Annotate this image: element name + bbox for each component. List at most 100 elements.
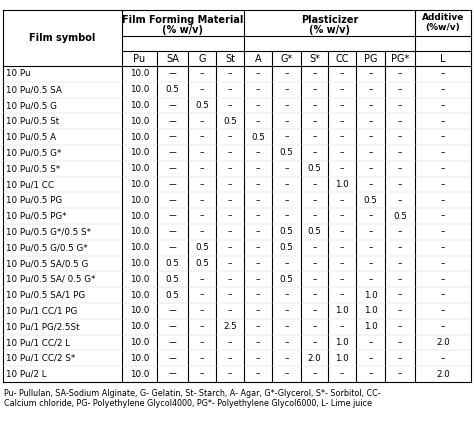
Text: ––: –– bbox=[168, 228, 177, 237]
Text: –: – bbox=[312, 69, 317, 78]
Text: –: – bbox=[368, 148, 373, 157]
Text: –: – bbox=[200, 196, 204, 205]
Text: –: – bbox=[284, 85, 289, 94]
Text: 1.0: 1.0 bbox=[335, 180, 349, 189]
Text: 0.5: 0.5 bbox=[251, 133, 265, 142]
Text: –: – bbox=[441, 180, 445, 189]
Text: –: – bbox=[200, 354, 204, 363]
Text: –: – bbox=[398, 322, 402, 331]
Text: –: – bbox=[228, 291, 232, 300]
Text: –: – bbox=[228, 164, 232, 173]
Text: –: – bbox=[441, 133, 445, 142]
Text: G: G bbox=[198, 53, 206, 64]
Text: –: – bbox=[284, 291, 289, 300]
Text: –: – bbox=[441, 211, 445, 220]
Text: 2.0: 2.0 bbox=[308, 354, 321, 363]
Text: –: – bbox=[228, 148, 232, 157]
Text: 10 Pu/0.5 St: 10 Pu/0.5 St bbox=[6, 117, 59, 126]
Text: 10.0: 10.0 bbox=[130, 180, 149, 189]
Text: –: – bbox=[441, 69, 445, 78]
Text: 0.5: 0.5 bbox=[195, 259, 209, 268]
Text: 10 Pu/0.5 PG*: 10 Pu/0.5 PG* bbox=[6, 211, 67, 220]
Text: 10.0: 10.0 bbox=[130, 228, 149, 237]
Text: ––: –– bbox=[168, 243, 177, 252]
Text: –: – bbox=[312, 275, 317, 284]
Text: –: – bbox=[256, 211, 260, 220]
Text: –: – bbox=[398, 133, 402, 142]
Text: 10.0: 10.0 bbox=[130, 243, 149, 252]
Text: 10.0: 10.0 bbox=[130, 338, 149, 347]
Text: 0.5: 0.5 bbox=[280, 148, 293, 157]
Text: –: – bbox=[284, 370, 289, 379]
Text: –: – bbox=[340, 69, 344, 78]
Text: –: – bbox=[256, 306, 260, 315]
Text: St: St bbox=[225, 53, 235, 64]
Text: 10.0: 10.0 bbox=[130, 117, 149, 126]
Text: –: – bbox=[312, 322, 317, 331]
Text: 10.0: 10.0 bbox=[130, 306, 149, 315]
Text: –: – bbox=[398, 306, 402, 315]
Text: –: – bbox=[284, 101, 289, 110]
Text: –: – bbox=[398, 275, 402, 284]
Text: –: – bbox=[441, 306, 445, 315]
Text: –: – bbox=[368, 180, 373, 189]
Text: –: – bbox=[228, 101, 232, 110]
Text: 10.0: 10.0 bbox=[130, 291, 149, 300]
Text: (% w/v): (% w/v) bbox=[309, 25, 350, 34]
Text: ––: –– bbox=[168, 117, 177, 126]
Text: –: – bbox=[256, 370, 260, 379]
Text: –: – bbox=[200, 291, 204, 300]
Text: –: – bbox=[368, 275, 373, 284]
Text: 10 Pu/0.5 SA: 10 Pu/0.5 SA bbox=[6, 85, 62, 94]
Text: 10 Pu/0.5 G*/0.5 S*: 10 Pu/0.5 G*/0.5 S* bbox=[6, 228, 91, 237]
Text: –: – bbox=[228, 133, 232, 142]
Text: –: – bbox=[228, 275, 232, 284]
Text: 0.5: 0.5 bbox=[308, 164, 321, 173]
Text: –: – bbox=[256, 275, 260, 284]
Text: 1.0: 1.0 bbox=[335, 306, 349, 315]
Text: –: – bbox=[398, 291, 402, 300]
Text: –: – bbox=[256, 259, 260, 268]
Text: Pu- Pullulan, SA-Sodium Alginate, G- Gelatin, St- Starch, A- Agar, G*-Glycerol, : Pu- Pullulan, SA-Sodium Alginate, G- Gel… bbox=[4, 388, 381, 397]
Text: –: – bbox=[256, 228, 260, 237]
Text: 10 Pu/0.5 SA/0.5 G: 10 Pu/0.5 SA/0.5 G bbox=[6, 259, 88, 268]
Text: 1.0: 1.0 bbox=[335, 338, 349, 347]
Text: –: – bbox=[256, 354, 260, 363]
Text: 10.0: 10.0 bbox=[130, 370, 149, 379]
Text: –: – bbox=[441, 117, 445, 126]
Text: ––: –– bbox=[168, 148, 177, 157]
Text: –: – bbox=[441, 101, 445, 110]
Text: 10.0: 10.0 bbox=[130, 196, 149, 205]
Text: 0.5: 0.5 bbox=[165, 291, 180, 300]
Text: 10.0: 10.0 bbox=[130, 148, 149, 157]
Text: 10 Pu/0.5 PG: 10 Pu/0.5 PG bbox=[6, 196, 62, 205]
Text: –: – bbox=[200, 164, 204, 173]
Text: –: – bbox=[312, 259, 317, 268]
Text: –: – bbox=[368, 228, 373, 237]
Text: –: – bbox=[368, 85, 373, 94]
Text: –: – bbox=[284, 180, 289, 189]
Text: –: – bbox=[200, 211, 204, 220]
Text: ––: –– bbox=[168, 180, 177, 189]
Text: ––: –– bbox=[168, 196, 177, 205]
Text: –: – bbox=[312, 370, 317, 379]
Text: –: – bbox=[228, 370, 232, 379]
Text: –: – bbox=[398, 69, 402, 78]
Text: –: – bbox=[340, 117, 344, 126]
Text: 10.0: 10.0 bbox=[130, 211, 149, 220]
Text: –: – bbox=[398, 117, 402, 126]
Text: –: – bbox=[340, 211, 344, 220]
Text: 10.0: 10.0 bbox=[130, 354, 149, 363]
Text: –: – bbox=[398, 180, 402, 189]
Text: 10 Pu/0.5 G: 10 Pu/0.5 G bbox=[6, 101, 57, 110]
Text: –: – bbox=[312, 117, 317, 126]
Text: –: – bbox=[441, 148, 445, 157]
Text: –: – bbox=[228, 69, 232, 78]
Text: –: – bbox=[340, 370, 344, 379]
Text: –: – bbox=[256, 322, 260, 331]
Text: 10 Pu/1 CC: 10 Pu/1 CC bbox=[6, 180, 54, 189]
Text: –: – bbox=[312, 196, 317, 205]
Text: 1.0: 1.0 bbox=[335, 354, 349, 363]
Text: –: – bbox=[284, 338, 289, 347]
Text: 0.5: 0.5 bbox=[165, 259, 180, 268]
